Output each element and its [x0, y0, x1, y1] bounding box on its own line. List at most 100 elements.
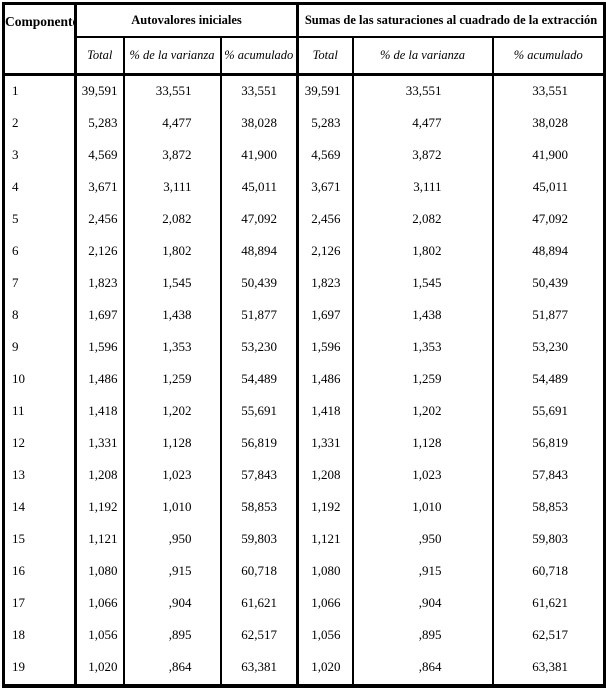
table-row: 18 1,056,895 62,517 1,056,895 62,517 — [4, 620, 605, 652]
cell-initial-pct-variance: 1,259 — [122, 364, 221, 396]
cell-initial-pct-cumulative: 56,819 — [219, 428, 298, 460]
cell-initial-pct-variance: 4,477 — [122, 108, 221, 140]
table-row: 15 1,121,950 59,803 1,121,950 59,803 — [4, 524, 605, 556]
cell-initial-pct-variance: ,895 — [122, 620, 221, 652]
cell-component: 7 — [12, 274, 19, 290]
cell-extraction-pct-cumulative: 50,439 — [491, 268, 605, 300]
cell-extraction-pct-variance: ,895 — [351, 620, 493, 652]
cell-extraction-pct-variance: 1,353 — [351, 332, 493, 364]
col-header-initial-pct-variance: % de la varianza — [122, 37, 221, 76]
cell-component: 10 — [12, 370, 25, 386]
cell-extraction-pct-cumulative: 48,894 — [491, 236, 605, 268]
cell-initial-pct-cumulative: 45,011 — [219, 172, 298, 204]
cell-component: 12 — [12, 434, 25, 450]
col-header-extraction-sums: Sumas de las saturaciones al cuadrado de… — [296, 3, 605, 38]
cell-extraction-total: 1,331 — [296, 428, 353, 460]
cell-component: 19 — [12, 658, 25, 674]
cell-initial-pct-variance: 2,082 — [122, 204, 221, 236]
cell-extraction-pct-cumulative: 63,381 — [491, 652, 605, 686]
subheader-row: Total % de la varianza % acumulado Total… — [4, 37, 605, 76]
cell-initial-pct-cumulative: 54,489 — [219, 364, 298, 396]
cell-extraction-pct-variance: ,950 — [351, 524, 493, 556]
cell-initial-pct-cumulative: 58,853 — [219, 492, 298, 524]
cell-initial-total: 1,066 — [74, 588, 124, 620]
cell-component: 18 — [12, 626, 25, 642]
col-header-extraction-total: Total — [296, 37, 353, 76]
cell-extraction-total: 1,020 — [296, 652, 353, 686]
cell-initial-pct-cumulative: 62,517 — [219, 620, 298, 652]
cell-initial-pct-variance: 33,551 — [122, 74, 221, 108]
cell-initial-total: 4,569 — [74, 140, 124, 172]
cell-initial-pct-cumulative: 59,803 — [219, 524, 298, 556]
cell-initial-total: 39,591 — [74, 74, 124, 108]
cell-component: 16 — [12, 562, 25, 578]
cell-extraction-total: 1,080 — [296, 556, 353, 588]
cell-initial-total: 1,208 — [74, 460, 124, 492]
table-row: 10 1,486 1,259 54,489 1,486 1,259 54,489 — [4, 364, 605, 396]
cell-component: 4 — [12, 178, 19, 194]
cell-extraction-pct-variance: 33,551 — [351, 74, 493, 108]
cell-extraction-pct-cumulative: 38,028 — [491, 108, 605, 140]
cell-initial-total: 2,126 — [74, 236, 124, 268]
cell-component: 13 — [12, 466, 25, 482]
cell-extraction-pct-cumulative: 55,691 — [491, 396, 605, 428]
table-row: 17 1,066,904 61,621 1,066,904 61,621 — [4, 588, 605, 620]
cell-extraction-pct-variance: 3,111 — [351, 172, 493, 204]
cell-extraction-pct-cumulative: 51,877 — [491, 300, 605, 332]
cell-initial-pct-variance: 1,128 — [122, 428, 221, 460]
cell-extraction-total: 2,456 — [296, 204, 353, 236]
cell-initial-total: 1,823 — [74, 268, 124, 300]
table-row: 13 1,208 1,023 57,843 1,208 1,023 57,843 — [4, 460, 605, 492]
cell-initial-pct-variance: 1,353 — [122, 332, 221, 364]
table-row: 7 1,823 1,545 50,439 1,823 1,545 50,439 — [4, 268, 605, 300]
table-row: 9 1,596 1,353 53,230 1,596 1,353 53,230 — [4, 332, 605, 364]
cell-component: 14 — [12, 498, 25, 514]
cell-extraction-pct-variance: 1,202 — [351, 396, 493, 428]
cell-initial-pct-variance: 1,802 — [122, 236, 221, 268]
cell-initial-pct-variance: 3,111 — [122, 172, 221, 204]
cell-extraction-pct-variance: 1,438 — [351, 300, 493, 332]
cell-component: 11 — [12, 402, 25, 418]
cell-initial-pct-cumulative: 50,439 — [219, 268, 298, 300]
cell-initial-pct-variance: ,864 — [122, 652, 221, 686]
cell-extraction-total: 5,283 — [296, 108, 353, 140]
table-body: 1 39,591 33,551 33,551 39,591 33,551 33,551 2 5,… — [4, 74, 605, 686]
table-header: Componente Autovalores iniciales Sumas d… — [3, 3, 605, 76]
cell-initial-pct-cumulative: 55,691 — [219, 396, 298, 428]
cell-extraction-pct-variance: 1,128 — [351, 428, 493, 460]
cell-extraction-total: 1,596 — [296, 332, 353, 364]
cell-extraction-pct-cumulative: 53,230 — [491, 332, 605, 364]
section-header-row: Componente Autovalores iniciales Sumas d… — [3, 3, 605, 76]
col-header-initial-pct-cumulative: % acumulado — [219, 37, 298, 76]
cell-extraction-pct-cumulative: 33,551 — [491, 74, 605, 108]
table-row: 3 4,569 3,872 41,900 4,569 3,872 41,900 — [4, 140, 605, 172]
cell-initial-pct-cumulative: 53,230 — [219, 332, 298, 364]
cell-initial-pct-variance: 1,023 — [122, 460, 221, 492]
col-header-initial-total: Total — [74, 37, 124, 76]
cell-extraction-pct-cumulative: 59,803 — [491, 524, 605, 556]
cell-extraction-pct-variance: 1,010 — [351, 492, 493, 524]
cell-extraction-total: 1,056 — [296, 620, 353, 652]
cell-extraction-total: 39,591 — [296, 74, 353, 108]
cell-component: 9 — [12, 338, 19, 354]
cell-initial-pct-cumulative: 47,092 — [219, 204, 298, 236]
cell-initial-pct-variance: ,904 — [122, 588, 221, 620]
cell-extraction-total: 1,121 — [296, 524, 353, 556]
cell-initial-total: 1,486 — [74, 364, 124, 396]
table-row: 5 2,456 2,082 47,092 2,456 2,082 47,092 — [4, 204, 605, 236]
cell-component: 6 — [12, 242, 19, 258]
cell-initial-pct-cumulative: 33,551 — [219, 74, 298, 108]
cell-extraction-pct-variance: ,915 — [351, 556, 493, 588]
cell-initial-total: 1,056 — [74, 620, 124, 652]
table-row: 11 1,418 1,202 55,691 1,418 1,202 55,691 — [4, 396, 605, 428]
cell-extraction-pct-cumulative: 41,900 — [491, 140, 605, 172]
cell-initial-total: 3,671 — [74, 172, 124, 204]
cell-extraction-total: 4,569 — [296, 140, 353, 172]
cell-extraction-total: 1,697 — [296, 300, 353, 332]
col-header-component: Componente — [3, 3, 76, 76]
cell-component: 15 — [12, 530, 25, 546]
cell-initial-pct-cumulative: 60,718 — [219, 556, 298, 588]
table-row: 16 1,080,915 60,718 1,080,915 60,718 — [4, 556, 605, 588]
